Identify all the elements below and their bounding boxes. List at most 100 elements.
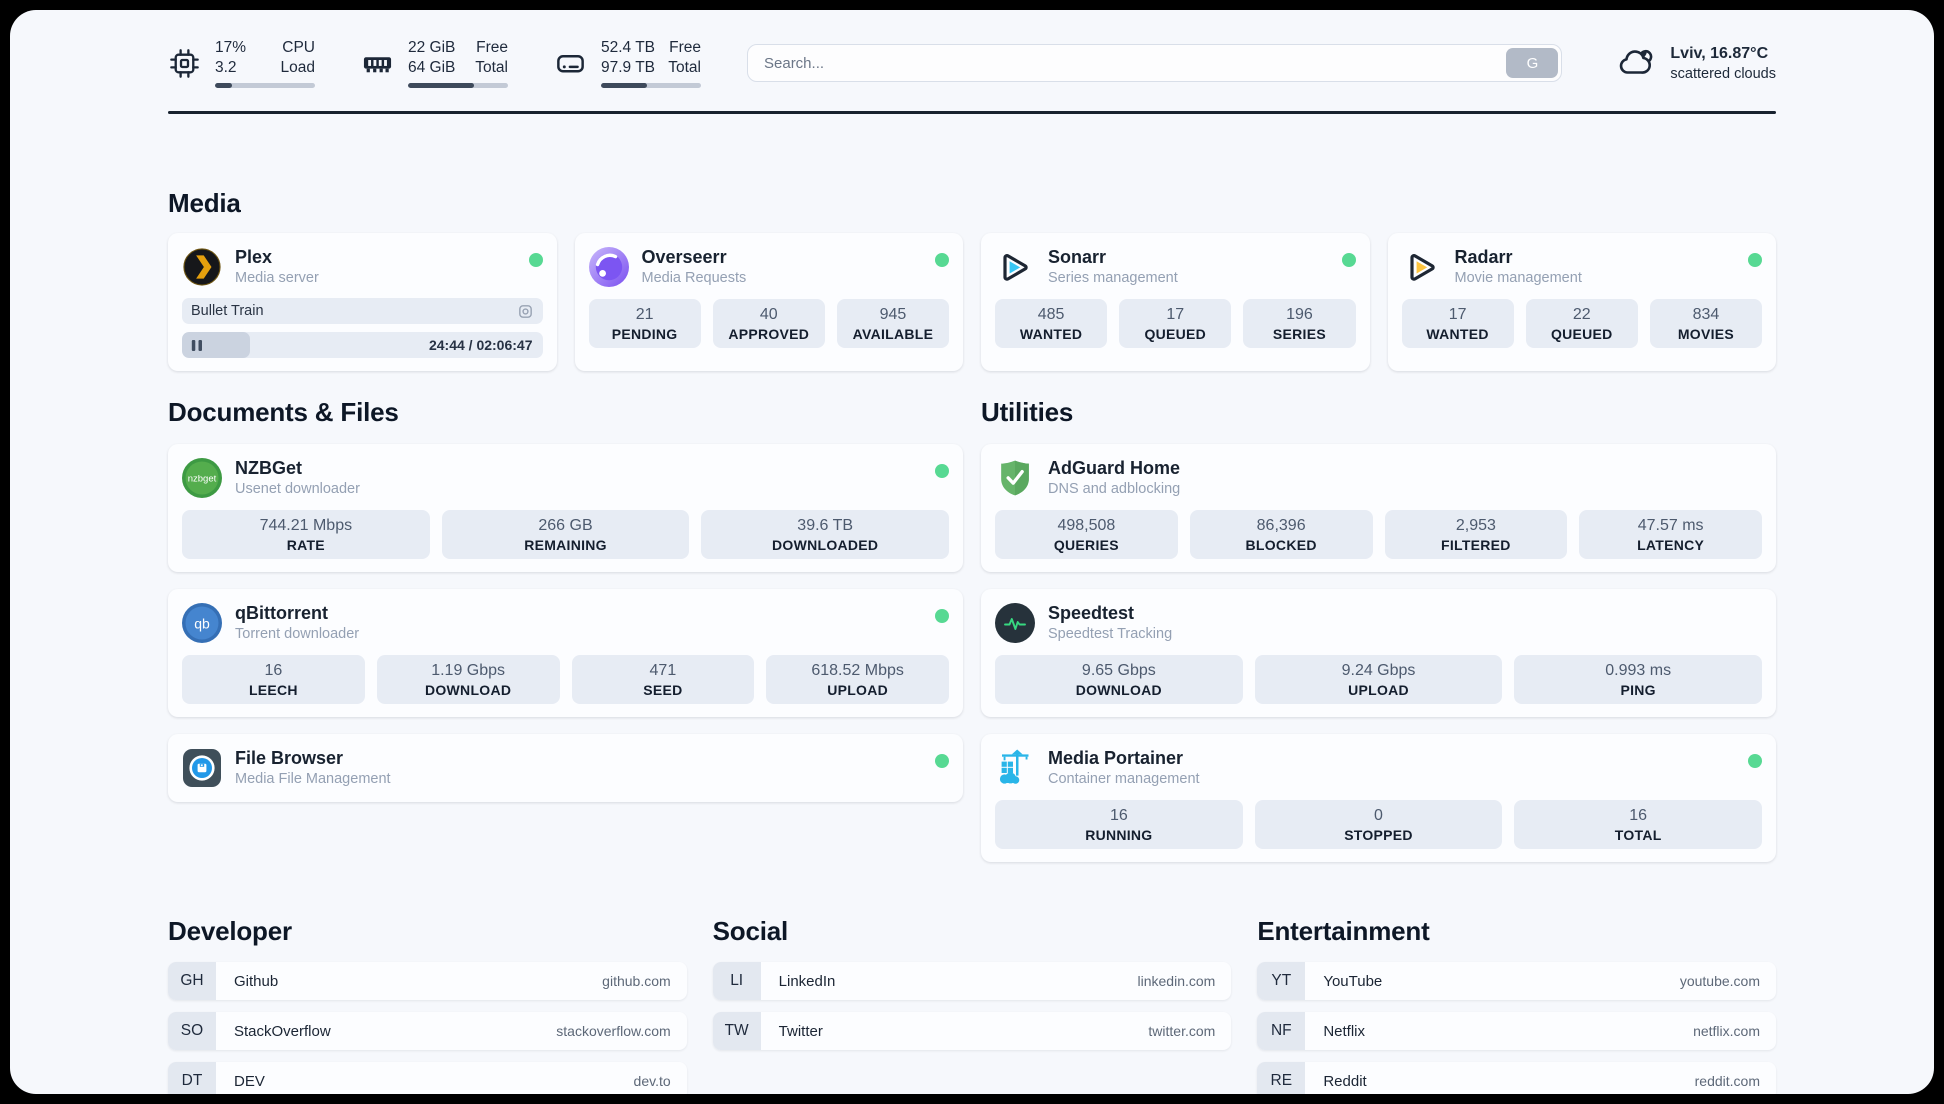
sonarr-icon [995,247,1035,287]
bookmark-abbr: NF [1257,1012,1306,1050]
service-card-adguard[interactable]: AdGuard Home DNS and adblocking 498,508 … [981,444,1776,572]
bookmark-name: StackOverflow [234,1022,331,1040]
stat-label: APPROVED [728,325,810,342]
service-subtitle: Container management [1048,771,1200,787]
dashboard-page: 17% 3.2 CPU Load [10,10,1934,1094]
bookmark-abbr: DT [168,1062,216,1094]
section-title-developer: Developer [168,916,292,946]
bookmark-abbr: LI [712,962,761,1000]
radarr-icon [1402,247,1442,287]
stat-label: REMAINING [524,536,607,553]
disk-free-label: Free [669,39,701,56]
cpu-load-label: Load [280,59,315,76]
service-card-radarr[interactable]: Radarr Movie management 17 WANTED 22 QUE… [1387,233,1776,371]
service-card-portainer[interactable]: Media Portainer Container management 16 … [981,734,1776,862]
cpu-progress-bar [215,83,315,88]
stat-value: 39.6 TB [797,516,854,534]
stat-value: 9.24 Gbps [1341,661,1416,679]
service-card-plex[interactable]: Plex Media server Bullet Train [168,233,557,371]
stat-value: 0.993 ms [1605,661,1672,679]
stat-label: WANTED [1426,325,1489,342]
memory-progress-fill [408,83,474,88]
bookmark-dev[interactable]: DT DEV dev.to [168,1062,687,1094]
service-name: File Browser [235,748,344,768]
search-engine-button[interactable]: G [1506,48,1559,78]
service-name: qBittorrent [235,603,328,623]
stat-series: 196 SERIES [1243,299,1356,348]
stat-label: QUERIES [1053,536,1119,553]
bookmark-netflix[interactable]: NF Netflix netflix.com [1257,1012,1776,1050]
bookmark-youtube[interactable]: YT YouTube youtube.com [1257,962,1776,1000]
status-dot [1341,253,1356,267]
service-card-filebrowser[interactable]: File Browser Media File Management [168,734,963,802]
resource-widgets: 17% 3.2 CPU Load [168,38,701,88]
service-card-qbittorrent[interactable]: qb qBittorrent Torrent downloader 16 LEE… [168,589,963,717]
stat-download: 1.19 Gbps DOWNLOAD [376,655,560,704]
stat-label: DOWNLOADED [772,536,879,553]
stat-value: 9.65 Gbps [1081,661,1156,679]
overseerr-icon [588,247,629,287]
svg-text:qb: qb [194,616,210,632]
service-name: Radarr [1454,247,1513,267]
bookmark-abbr: RE [1257,1062,1306,1094]
service-card-nzbget[interactable]: nzbget NZBGet Usenet downloader 744.21 M… [168,444,963,572]
stat-label: LATENCY [1637,536,1705,553]
section-media: Media Plex Media server [168,188,1776,371]
bookmark-linkedin[interactable]: LI LinkedIn linkedin.com [712,962,1232,1000]
filebrowser-icon [182,748,222,788]
bookmark-group-developer: Developer GH Github github.com SO StackO… [168,916,687,1094]
stat-approved: 40 APPROVED [712,299,825,348]
stat-value: 0 [1374,806,1383,824]
topbar: 17% 3.2 CPU Load [168,32,1776,94]
weather-condition: scattered clouds [1670,65,1776,82]
stat-value: 1.19 Gbps [431,661,506,679]
bookmark-reddit[interactable]: RE Reddit reddit.com [1257,1062,1776,1094]
stat-rate: 744.21 Mbps RATE [182,510,430,559]
stat-seed: 471 SEED [571,655,755,704]
playback-progress-bar: 24:44 / 02:06:47 [182,332,543,358]
stat-value: 17 [1448,305,1467,323]
bookmark-github[interactable]: GH Github github.com [168,962,687,1000]
stat-label: LEECH [248,681,298,698]
now-playing-title: Bullet Train [191,303,264,319]
stat-label: DOWNLOAD [425,681,512,698]
stat-label: RATE [286,536,325,553]
service-subtitle: Series management [1048,270,1178,286]
bookmark-abbr: YT [1257,962,1306,1000]
stat-blocked: 86,396 BLOCKED [1189,510,1373,559]
cpu-usage-label: CPU [282,39,315,56]
stat-label: FILTERED [1441,536,1511,553]
stat-queued: 17 QUEUED [1119,299,1232,348]
stat-total: 16 TOTAL [1514,800,1763,849]
stat-label: DOWNLOAD [1075,681,1162,698]
stat-filtered: 2,953 FILTERED [1384,510,1568,559]
stat-value: 498,508 [1057,516,1116,534]
stat-download: 9.65 Gbps DOWNLOAD [995,655,1243,704]
service-card-speedtest[interactable]: Speedtest Speedtest Tracking 9.65 Gbps D… [981,589,1776,717]
portainer-icon [995,748,1035,788]
bookmark-stackoverflow[interactable]: SO StackOverflow stackoverflow.com [168,1012,687,1050]
cpu-progress-fill [215,83,232,88]
bookmark-abbr: SO [168,1012,216,1050]
stat-label: AVAILABLE [852,325,934,342]
memory-free-value: 22 GiB [408,39,456,56]
search-input[interactable] [747,44,1563,82]
stat-value: 47.57 ms [1637,516,1704,534]
stat-value: 196 [1286,305,1313,323]
stat-value: 471 [649,661,677,679]
service-card-sonarr[interactable]: Sonarr Series management 485 WANTED 17 Q… [981,233,1370,371]
plex-icon [182,247,222,287]
service-subtitle: Media server [235,270,319,286]
service-name: AdGuard Home [1048,458,1181,478]
status-dot [935,464,949,478]
memory-total-value: 64 GiB [408,59,456,76]
bookmark-group-entertainment: Entertainment YT YouTube youtube.com NF … [1257,916,1776,1094]
bookmark-twitter[interactable]: TW Twitter twitter.com [712,1012,1232,1050]
memory-progress-bar [408,83,508,88]
memory-total-label: Total [475,59,508,76]
status-dot [1748,253,1762,267]
disk-progress-bar [601,83,701,88]
memory-free-label: Free [476,39,508,56]
service-card-overseerr[interactable]: Overseerr Media Requests 21 PENDING 40 A… [574,233,963,371]
qbittorrent-icon: qb [182,603,222,643]
